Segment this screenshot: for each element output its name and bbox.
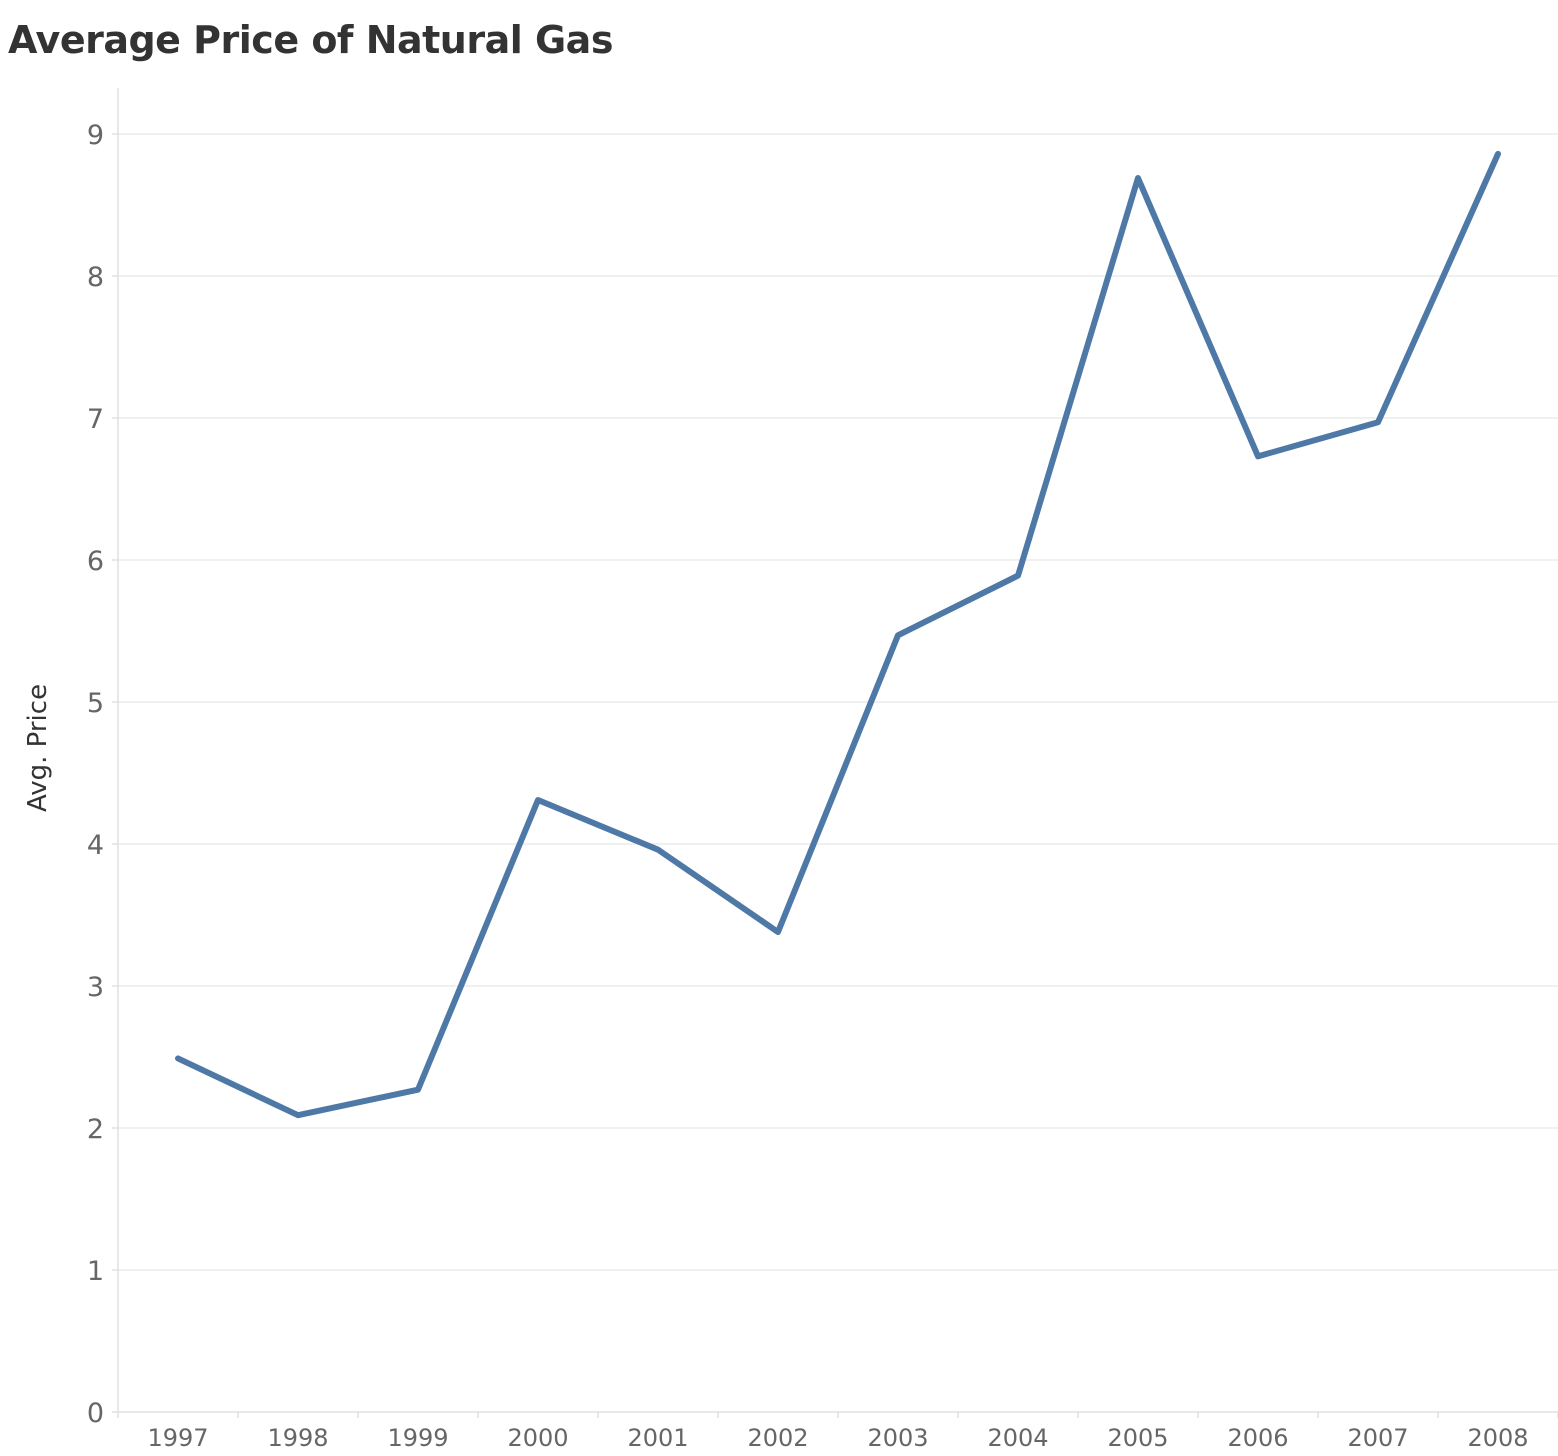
x-tick-label-2003: 2003 (867, 1424, 928, 1452)
y-tick-label-2: 2 (87, 1114, 104, 1145)
x-tick-label-2007: 2007 (1347, 1424, 1408, 1452)
chart-title: Average Price of Natural Gas (8, 18, 613, 62)
y-tick-label-7: 7 (87, 404, 104, 435)
y-axis-title: Avg. Price (23, 684, 53, 812)
y-tick-label-5: 5 (87, 688, 104, 719)
x-tick-label-2001: 2001 (627, 1424, 688, 1452)
x-tick-label-1999: 1999 (387, 1424, 448, 1452)
y-tick-label-8: 8 (87, 262, 104, 293)
x-tick-label-2002: 2002 (747, 1424, 808, 1452)
x-axis-ticks: 1997 1998 1999 2000 2001 2002 2003 2004 2005 2006… (117, 1412, 1558, 1452)
series-layer (175, 150, 1501, 1119)
x-tick-label-2008: 2008 (1467, 1424, 1528, 1452)
x-tick-label-2005: 2005 (1107, 1424, 1168, 1452)
y-tick-label-4: 4 (87, 830, 104, 861)
y-axis-ticks: 0 1 2 3 4 5 6 7 8 9 (87, 120, 118, 1429)
x-tick-label-2004: 2004 (987, 1424, 1048, 1452)
y-tick-label-9: 9 (87, 120, 104, 151)
gridlines (118, 133, 1558, 1271)
y-tick-label-3: 3 (87, 972, 104, 1003)
x-tick-label-1997: 1997 (147, 1424, 208, 1452)
y-tick-label-6: 6 (87, 546, 104, 577)
y-tick-label-0: 0 (87, 1398, 104, 1429)
x-tick-label-1998: 1998 (267, 1424, 328, 1452)
x-tick-label-2000: 2000 (507, 1424, 568, 1452)
axes (117, 88, 1558, 1413)
y-tick-label-1: 1 (87, 1256, 104, 1287)
series-line-0 (175, 150, 1501, 1119)
x-tick-label-2006: 2006 (1227, 1424, 1288, 1452)
